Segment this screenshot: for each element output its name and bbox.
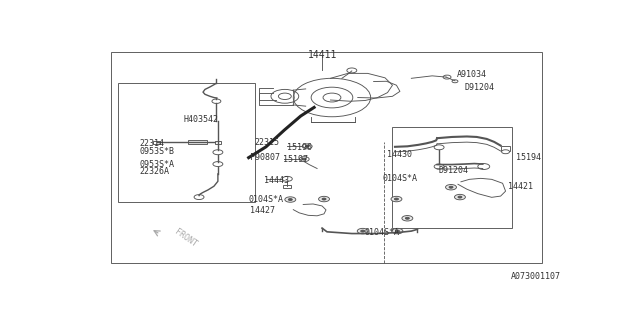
Circle shape — [213, 150, 223, 155]
Text: 15196: 15196 — [287, 143, 312, 152]
Circle shape — [288, 198, 292, 201]
Text: 22315: 22315 — [255, 138, 280, 147]
Circle shape — [392, 228, 403, 234]
Circle shape — [402, 216, 413, 221]
Circle shape — [394, 198, 399, 200]
Text: A073001107: A073001107 — [511, 272, 561, 281]
Circle shape — [434, 164, 444, 169]
Text: 0953S*B: 0953S*B — [140, 147, 175, 156]
Text: 15197: 15197 — [284, 155, 308, 164]
Text: 14430: 14430 — [387, 150, 412, 159]
Circle shape — [194, 195, 204, 200]
Circle shape — [458, 196, 462, 198]
Circle shape — [502, 150, 509, 154]
Text: 15194: 15194 — [516, 153, 541, 162]
Text: 14421: 14421 — [508, 182, 532, 191]
Circle shape — [285, 197, 296, 202]
Text: F90807: F90807 — [250, 153, 280, 162]
Circle shape — [322, 198, 326, 200]
Circle shape — [319, 196, 330, 202]
Bar — [154, 141, 161, 144]
Bar — [500, 146, 509, 151]
Circle shape — [302, 144, 312, 149]
Text: 22314: 22314 — [140, 139, 164, 148]
Text: 14427: 14427 — [250, 206, 275, 215]
Text: 0104S*A: 0104S*A — [383, 174, 417, 183]
Bar — [392, 127, 511, 228]
Circle shape — [443, 75, 451, 79]
Circle shape — [302, 158, 306, 160]
Bar — [188, 140, 207, 144]
Text: H403542: H403542 — [183, 115, 218, 124]
Bar — [111, 52, 542, 263]
Text: 14443: 14443 — [264, 176, 289, 185]
Circle shape — [282, 176, 292, 181]
Text: 22326A: 22326A — [140, 167, 170, 176]
Text: 0953S*A: 0953S*A — [140, 160, 175, 169]
Text: 0104S*A: 0104S*A — [249, 195, 284, 204]
Circle shape — [305, 145, 309, 147]
Circle shape — [445, 185, 456, 190]
Circle shape — [405, 217, 410, 219]
Text: 14411: 14411 — [307, 50, 337, 60]
Bar — [284, 185, 291, 188]
Circle shape — [300, 157, 309, 162]
Text: D91204: D91204 — [438, 166, 468, 175]
Circle shape — [396, 230, 399, 232]
Circle shape — [449, 186, 453, 188]
Text: 0104S*A: 0104S*A — [365, 228, 400, 237]
Text: FRONT: FRONT — [173, 228, 199, 249]
Circle shape — [452, 80, 458, 83]
Bar — [118, 83, 255, 202]
Circle shape — [357, 228, 368, 234]
Bar — [215, 141, 221, 144]
Circle shape — [391, 196, 402, 202]
Circle shape — [454, 194, 465, 200]
Text: A91034: A91034 — [457, 70, 487, 79]
Text: D91204: D91204 — [465, 83, 495, 92]
Circle shape — [478, 164, 490, 170]
Circle shape — [434, 145, 444, 150]
Circle shape — [213, 162, 223, 166]
Circle shape — [361, 230, 365, 232]
